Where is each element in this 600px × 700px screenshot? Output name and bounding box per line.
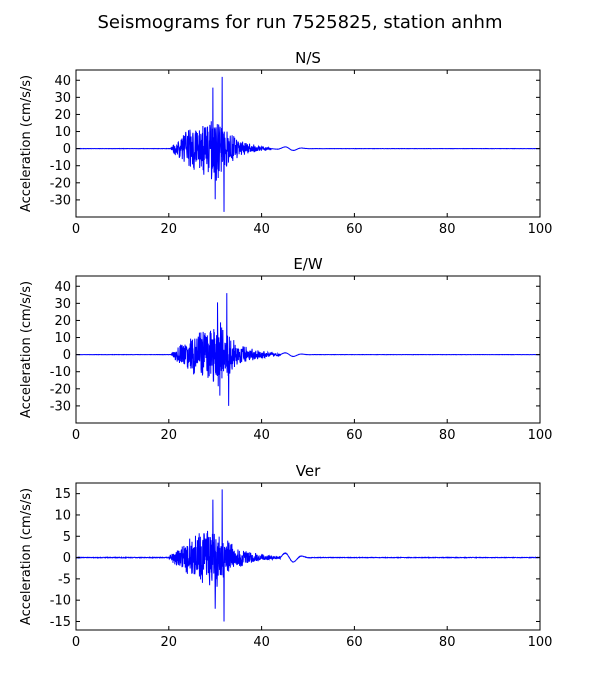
ver-x-tick-label: 0 xyxy=(72,635,80,650)
ns-y-tick-label: -30 xyxy=(50,193,71,208)
ver-y-tick-label: -15 xyxy=(50,615,71,630)
ns-y-tick-label: -10 xyxy=(50,159,71,174)
ew-y-tick-label: 30 xyxy=(54,297,71,312)
ew-x-tick-label: 100 xyxy=(528,428,553,443)
ns-y-tick-label: 20 xyxy=(54,108,71,123)
figure-title: Seismograms for run 7525825, station anh… xyxy=(98,12,503,33)
ew-y-tick-label: -10 xyxy=(50,365,71,380)
ew-y-tick-label: 10 xyxy=(54,331,71,346)
ver-seismogram-trace xyxy=(76,489,540,622)
ns-y-tick-label: 0 xyxy=(63,142,71,157)
ver-panel-title: Ver xyxy=(296,462,321,480)
ew-seismogram-trace xyxy=(76,293,540,406)
ew-x-tick-label: 0 xyxy=(72,428,80,443)
ns-x-tick-label: 20 xyxy=(161,222,178,237)
ns-panel-title: N/S xyxy=(295,49,321,67)
ew-x-tick-label: 40 xyxy=(253,428,270,443)
ew-y-tick-label: 0 xyxy=(63,348,71,363)
ver-x-tick-label: 80 xyxy=(439,635,456,650)
ver-y-tick-label: 15 xyxy=(54,487,71,502)
ver-plot-frame xyxy=(75,482,541,631)
ew-x-tick-label: 80 xyxy=(439,428,456,443)
ew-y-axis-label: Acceleration (cm/s/s) xyxy=(19,281,34,418)
ew-plot-frame xyxy=(75,275,541,424)
ver-x-tick-label: 20 xyxy=(161,635,178,650)
ns-y-tick-label: 30 xyxy=(54,91,71,106)
ver-x-tick-label: 100 xyxy=(528,635,553,650)
ns-y-tick-label: 40 xyxy=(54,74,71,89)
ns-y-tick-label: -20 xyxy=(50,176,71,191)
ver-y-tick-label: -5 xyxy=(58,572,71,587)
ew-x-tick-label: 60 xyxy=(346,428,363,443)
ver-y-tick-label: 0 xyxy=(63,551,71,566)
ew-y-tick-label: 40 xyxy=(54,280,71,295)
ns-x-tick-label: 0 xyxy=(72,222,80,237)
ver-y-tick-label: 10 xyxy=(54,508,71,523)
ver-y-tick-label: -10 xyxy=(50,594,71,609)
ver-y-tick-label: 5 xyxy=(63,530,71,545)
ew-y-tick-label: -20 xyxy=(50,382,71,397)
ns-x-tick-label: 100 xyxy=(528,222,553,237)
ew-panel-title: E/W xyxy=(293,255,323,273)
ew-y-tick-label: 20 xyxy=(54,314,71,329)
ver-x-tick-label: 40 xyxy=(253,635,270,650)
ns-x-tick-label: 60 xyxy=(346,222,363,237)
ns-x-tick-label: 80 xyxy=(439,222,456,237)
ns-x-tick-label: 40 xyxy=(253,222,270,237)
ns-y-tick-label: 10 xyxy=(54,125,71,140)
ns-y-axis-label: Acceleration (cm/s/s) xyxy=(19,75,34,212)
ver-y-axis-label: Acceleration (cm/s/s) xyxy=(19,488,34,625)
ew-x-tick-label: 20 xyxy=(161,428,178,443)
ew-y-tick-label: -30 xyxy=(50,399,71,414)
ns-seismogram-trace xyxy=(76,76,540,212)
ver-x-tick-label: 60 xyxy=(346,635,363,650)
ns-plot-frame xyxy=(75,69,541,218)
